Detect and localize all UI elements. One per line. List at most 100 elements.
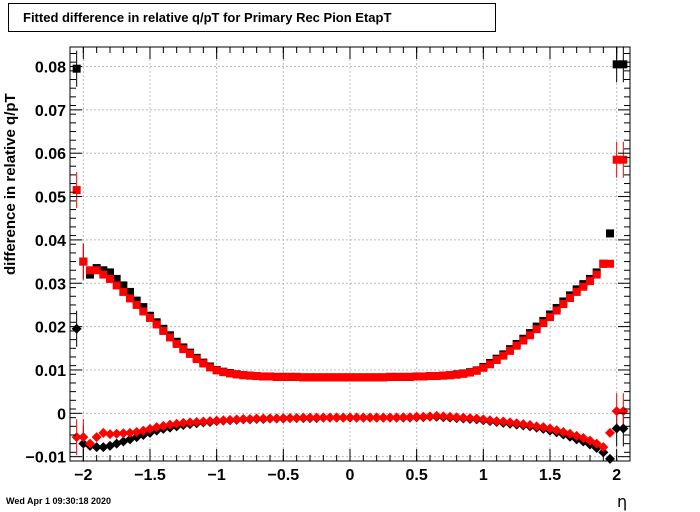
diamond-marker bbox=[318, 412, 329, 423]
x-tick-label: 2 bbox=[612, 467, 621, 484]
diamond-marker bbox=[205, 416, 215, 427]
diamond-marker bbox=[245, 413, 255, 424]
diamond-marker bbox=[478, 414, 489, 425]
square-marker bbox=[519, 336, 528, 345]
plot-frame bbox=[69, 46, 631, 462]
diamond-marker bbox=[91, 432, 102, 443]
diamond-marker bbox=[485, 415, 495, 426]
square-marker bbox=[499, 351, 508, 360]
y-tick-label: 0.05 bbox=[35, 190, 66, 207]
square-marker bbox=[106, 268, 114, 277]
square-marker bbox=[559, 300, 568, 309]
diamond-marker bbox=[218, 415, 229, 426]
square-marker bbox=[606, 259, 614, 268]
diamond-marker bbox=[251, 413, 262, 424]
square-marker bbox=[579, 282, 588, 291]
y-tick-label: 0.02 bbox=[35, 320, 66, 337]
diamond-marker bbox=[331, 412, 342, 423]
diamond-marker bbox=[191, 416, 202, 427]
square-marker bbox=[426, 372, 434, 381]
diamond-marker bbox=[618, 423, 629, 434]
diamond-marker bbox=[298, 412, 309, 423]
diamond-marker bbox=[291, 413, 302, 424]
square-marker bbox=[286, 372, 294, 381]
square-marker bbox=[466, 368, 474, 377]
diamond-marker bbox=[511, 418, 522, 429]
square-marker bbox=[412, 372, 421, 381]
diamond-marker bbox=[178, 417, 189, 428]
diamond-marker bbox=[271, 413, 282, 424]
square-marker bbox=[326, 373, 334, 382]
x-axis: −2 −1.5 −1 −0.5 0 0.5 1 1.5 2 bbox=[69, 47, 631, 484]
square-marker bbox=[346, 373, 354, 382]
square-marker bbox=[192, 355, 201, 364]
y-axis: −0.01 0 0.01 0.02 0.03 0.04 0.05 0.06 0.07 0.08 bbox=[26, 53, 630, 467]
grid-lines bbox=[70, 47, 630, 461]
diamond-marker bbox=[531, 421, 542, 432]
diamond-marker bbox=[418, 411, 429, 422]
square-marker bbox=[186, 349, 194, 358]
square-marker bbox=[259, 372, 268, 381]
square-marker bbox=[126, 287, 134, 296]
square-marker bbox=[219, 368, 228, 377]
y-tick-label: 0.07 bbox=[35, 103, 66, 120]
x-tick-label: −0.5 bbox=[268, 467, 300, 484]
x-tick-label: −1 bbox=[208, 467, 226, 484]
square-marker bbox=[386, 372, 394, 381]
square-marker bbox=[279, 372, 288, 381]
diamond-marker bbox=[605, 453, 615, 464]
square-marker bbox=[199, 359, 208, 368]
square-marker bbox=[492, 355, 501, 364]
square-marker bbox=[479, 363, 488, 372]
diamond-marker bbox=[611, 423, 622, 434]
x-tick-label: −1.5 bbox=[134, 467, 166, 484]
diamond-marker bbox=[405, 412, 415, 423]
x-tick-label: 1.5 bbox=[539, 467, 561, 484]
square-marker bbox=[132, 296, 141, 305]
diamond-marker bbox=[231, 414, 242, 425]
square-marker bbox=[586, 277, 594, 286]
square-marker bbox=[512, 341, 521, 350]
diamond-marker bbox=[345, 412, 355, 423]
square-marker bbox=[139, 307, 148, 316]
square-marker bbox=[312, 373, 321, 382]
square-marker bbox=[486, 360, 494, 369]
diamond-marker bbox=[505, 417, 515, 428]
square-marker bbox=[252, 372, 261, 381]
diamond-marker bbox=[278, 413, 289, 424]
square-marker bbox=[452, 370, 461, 379]
square-marker bbox=[206, 363, 214, 372]
square-marker bbox=[399, 372, 408, 381]
diamond-marker bbox=[265, 413, 275, 424]
square-marker bbox=[86, 270, 94, 279]
square-marker bbox=[546, 313, 554, 322]
diamond-marker bbox=[525, 420, 535, 431]
diamond-marker bbox=[98, 427, 109, 438]
y-tick-label: 0.04 bbox=[35, 233, 66, 250]
y-tick-label: 0.06 bbox=[35, 146, 66, 163]
diamond-marker bbox=[311, 412, 322, 423]
square-marker bbox=[99, 266, 108, 275]
diamond-marker bbox=[151, 422, 162, 433]
square-marker bbox=[539, 319, 548, 328]
square-marker bbox=[172, 339, 181, 348]
diamond-marker bbox=[338, 412, 349, 423]
diamond-marker bbox=[351, 412, 362, 423]
diamond-marker bbox=[285, 413, 295, 424]
square-marker bbox=[72, 64, 81, 73]
x-tick-label: 0.5 bbox=[406, 467, 428, 484]
diamond-marker bbox=[538, 422, 549, 433]
diamond-marker bbox=[491, 416, 502, 427]
square-marker bbox=[306, 373, 314, 382]
chart-title: Fitted difference in relative q/pT for P… bbox=[8, 3, 496, 32]
square-marker bbox=[106, 274, 114, 283]
square-marker bbox=[352, 373, 361, 382]
data-points bbox=[71, 60, 629, 464]
y-tick-label: 0.01 bbox=[35, 363, 66, 380]
square-marker bbox=[226, 369, 234, 378]
diamond-marker bbox=[211, 415, 222, 426]
diamond-marker bbox=[165, 419, 175, 430]
square-marker bbox=[319, 373, 328, 382]
y-tick-label: −0.01 bbox=[26, 450, 67, 467]
diamond-marker bbox=[305, 412, 315, 423]
